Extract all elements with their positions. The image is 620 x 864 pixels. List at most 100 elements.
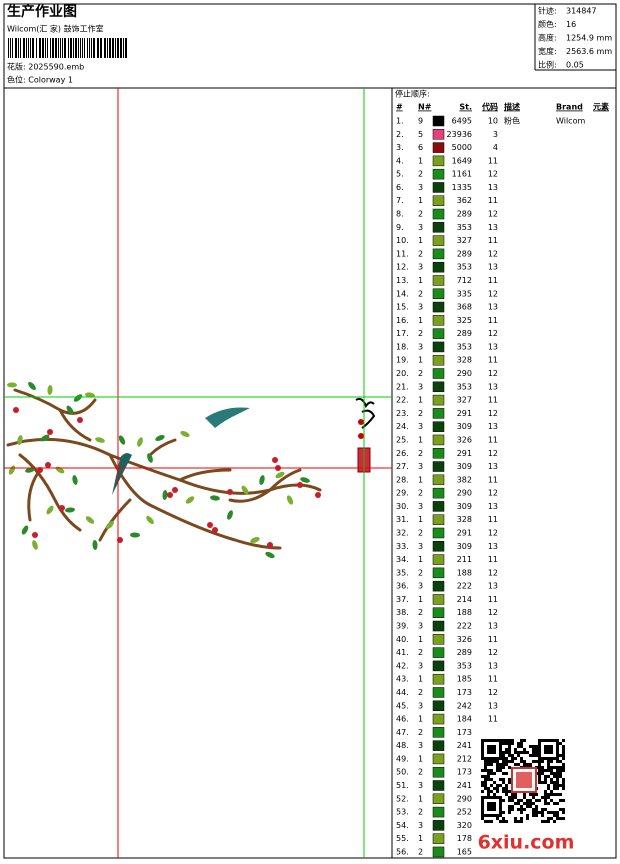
berry <box>207 522 213 528</box>
code: 11 <box>488 276 498 285</box>
qr-module <box>547 787 550 790</box>
needle: 3 <box>418 582 423 591</box>
code: 12 <box>488 608 498 617</box>
swatch <box>432 288 445 300</box>
qr-module <box>550 799 553 802</box>
qr-module <box>505 751 508 754</box>
bar-stripe <box>15 38 17 58</box>
leaf <box>7 382 17 388</box>
stitches: 353 <box>457 382 472 391</box>
qr-module <box>505 757 508 760</box>
row-number: 37. <box>396 595 409 604</box>
leaf <box>32 540 38 550</box>
qr-module <box>514 802 517 805</box>
berry <box>13 407 19 413</box>
qr-module <box>556 766 559 769</box>
leaf <box>106 521 114 529</box>
qr-module <box>487 778 490 781</box>
qr-module <box>547 760 550 763</box>
leaf <box>241 485 249 495</box>
row-number: 48. <box>396 741 409 750</box>
berry <box>77 417 83 423</box>
qr-module <box>508 778 511 781</box>
row-number: 54. <box>396 821 409 830</box>
row-number: 13. <box>396 276 409 285</box>
stitches: 184 <box>457 715 472 724</box>
needle: 3 <box>418 821 423 830</box>
qr-module <box>517 799 520 802</box>
qr-module <box>556 781 559 784</box>
qr-module <box>514 748 517 751</box>
column-header: N# <box>418 103 432 112</box>
qr-module <box>493 760 496 763</box>
needle: 1 <box>418 396 423 405</box>
qr-module <box>523 760 526 763</box>
code: 13 <box>488 342 498 351</box>
row-number: 19. <box>396 356 409 365</box>
qr-module <box>523 751 526 754</box>
qr-module <box>520 799 523 802</box>
qr-module <box>532 802 535 805</box>
qr-module <box>544 802 547 805</box>
stitches: 362 <box>457 196 472 205</box>
needle: 2 <box>418 489 423 498</box>
qr-module <box>502 754 505 757</box>
swatch <box>432 248 445 260</box>
qr-finder <box>544 745 553 754</box>
needle: 2 <box>418 369 423 378</box>
qr-module <box>484 820 487 823</box>
row-number: 9. <box>396 223 404 232</box>
row-number: 3. <box>396 143 404 152</box>
qr-module <box>538 778 541 781</box>
bar-stripe <box>87 38 88 58</box>
qr-module <box>502 790 505 793</box>
qr-module <box>502 811 505 814</box>
qr-module <box>520 742 523 745</box>
qr-module <box>502 799 505 802</box>
row-number: 50. <box>396 768 409 777</box>
code: 11 <box>488 435 498 444</box>
qr-module <box>544 793 547 796</box>
stitches: 222 <box>457 622 472 631</box>
qr-module <box>523 748 526 751</box>
qr-module <box>553 787 556 790</box>
qr-module <box>532 760 535 763</box>
needle: 2 <box>418 847 423 856</box>
qr-module <box>559 766 562 769</box>
swatch <box>432 434 445 446</box>
qr-module <box>550 769 553 772</box>
leaf <box>185 496 195 504</box>
stitches: 320 <box>457 821 472 830</box>
leaf <box>250 537 260 543</box>
bar-stripe <box>8 38 9 58</box>
qr-finder <box>487 745 496 754</box>
row-number: 10. <box>396 236 409 245</box>
column-header: 代码 <box>481 102 498 112</box>
stitches: 1161 <box>452 170 472 179</box>
row-number: 55. <box>396 834 409 843</box>
qr-module <box>523 802 526 805</box>
qr-module <box>484 787 487 790</box>
needle: 1 <box>418 475 423 484</box>
qr-module <box>484 760 487 763</box>
qr-finder <box>487 802 496 811</box>
stitches: 290 <box>457 794 472 803</box>
qr-module <box>487 760 490 763</box>
row-number: 14. <box>396 289 409 298</box>
code: 11 <box>488 356 498 365</box>
swatch <box>432 660 445 672</box>
needle: 3 <box>418 422 423 431</box>
leaf <box>21 525 29 535</box>
qr-module <box>496 787 499 790</box>
bar-stripe <box>30 38 31 58</box>
code: 13 <box>488 422 498 431</box>
row-number: 53. <box>396 808 409 817</box>
qr-module <box>550 766 553 769</box>
qr-module <box>514 793 517 796</box>
qr-module <box>553 814 556 817</box>
qr-module <box>556 814 559 817</box>
qr-module <box>484 775 487 778</box>
qr-module <box>508 754 511 757</box>
bar-stripe <box>112 38 114 58</box>
qr-module <box>553 793 556 796</box>
